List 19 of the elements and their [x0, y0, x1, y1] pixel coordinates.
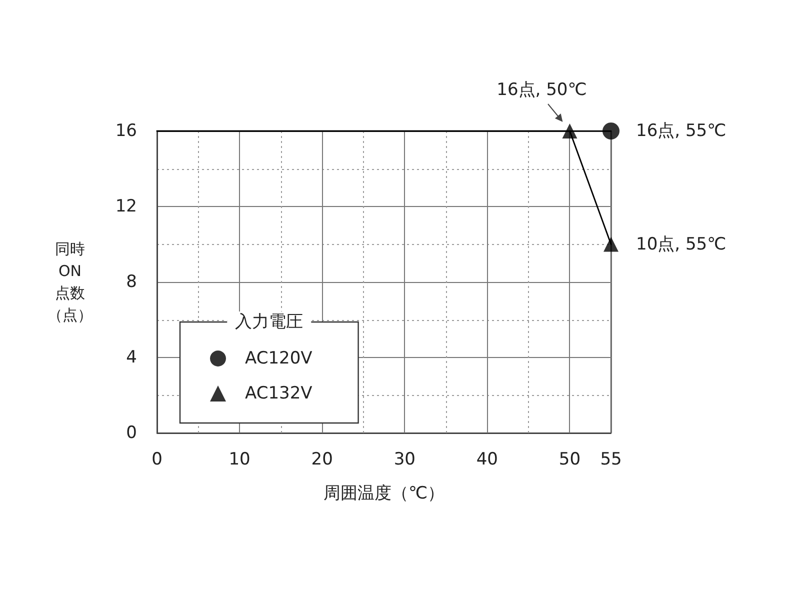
legend-label: AC120V [245, 348, 313, 368]
annotation: 10点, 55℃ [636, 234, 726, 254]
x-tick-label: 20 [311, 450, 333, 470]
y-tick-label: 0 [126, 423, 137, 443]
x-axis-title: 周囲温度（℃） [323, 484, 445, 504]
y-tick-label: 12 [115, 196, 137, 216]
x-tick-label: 55 [600, 450, 622, 470]
y-axis-title: 同時ON点数（点） [48, 240, 92, 324]
x-tick-label: 40 [476, 450, 498, 470]
x-tick-label: 50 [558, 450, 581, 470]
x-tick-label: 30 [394, 450, 416, 470]
x-tick-label: 10 [228, 450, 250, 470]
y-tick-label: 8 [126, 272, 137, 292]
legend-label: AC132V [245, 384, 313, 404]
legend-title: 入力電圧 [235, 312, 304, 332]
y-tick-label: 4 [126, 348, 137, 368]
y-tick-label: 16 [115, 121, 137, 141]
x-tick-label: 0 [152, 450, 162, 470]
annotation: 16点, 55℃ [636, 121, 726, 141]
